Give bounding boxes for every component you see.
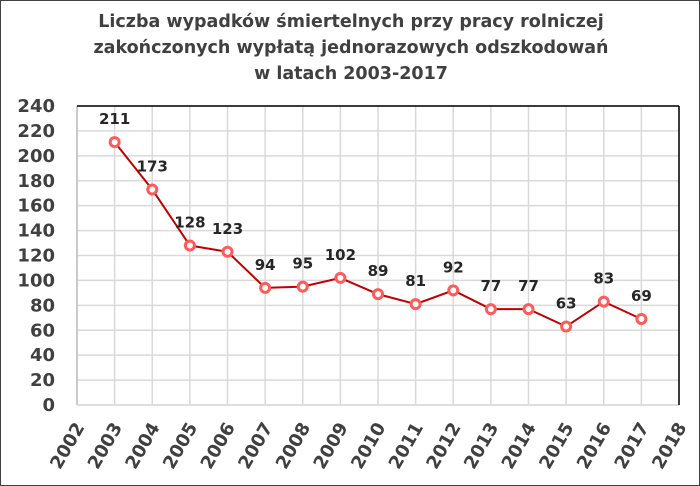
data-point-marker xyxy=(635,313,648,326)
data-label: 128 xyxy=(174,214,205,232)
data-point-marker xyxy=(484,303,497,316)
x-tick-label: 2002 xyxy=(46,419,89,473)
x-tick-label: 2009 xyxy=(309,419,352,473)
chart-title: Liczba wypadków śmiertelnych przy pracy … xyxy=(1,9,699,87)
y-tick-label: 80 xyxy=(30,295,55,316)
data-label: 92 xyxy=(443,258,464,276)
x-tick-label: 2007 xyxy=(234,419,277,473)
data-point-marker xyxy=(522,303,535,316)
x-tick-label: 2013 xyxy=(460,419,503,473)
x-tick-label: 2010 xyxy=(347,419,390,473)
x-tick-label: 2011 xyxy=(385,419,428,473)
x-tick-label: 2003 xyxy=(84,419,127,473)
data-label: 83 xyxy=(593,270,614,288)
data-point-marker xyxy=(221,245,234,258)
x-tick-label: 2008 xyxy=(272,419,315,473)
chart-title-line-2: zakończonych wypłatą jednorazowych odszk… xyxy=(93,38,609,58)
data-label: 94 xyxy=(255,256,276,274)
y-tick-label: 40 xyxy=(30,345,55,366)
x-tick-label: 2006 xyxy=(197,419,240,473)
y-tick-label: 220 xyxy=(17,121,55,142)
data-point-marker xyxy=(146,183,159,196)
data-label: 89 xyxy=(368,262,389,280)
y-tick-label: 120 xyxy=(17,246,55,267)
data-label: 63 xyxy=(556,295,577,313)
y-tick-label: 20 xyxy=(30,370,55,391)
data-label: 69 xyxy=(631,287,652,305)
y-tick-label: 180 xyxy=(17,171,55,192)
data-label: 123 xyxy=(212,220,243,238)
y-tick-label: 140 xyxy=(17,221,55,242)
x-tick-label: 2018 xyxy=(648,419,691,473)
data-point-marker xyxy=(108,136,121,149)
y-tick-label: 240 xyxy=(17,96,55,117)
y-tick-label: 60 xyxy=(30,320,55,341)
data-label: 211 xyxy=(99,110,130,128)
data-point-marker xyxy=(560,320,573,333)
x-tick-label: 2014 xyxy=(498,419,541,473)
data-point-marker xyxy=(183,239,196,252)
data-label: 102 xyxy=(325,246,356,264)
data-point-marker xyxy=(447,284,460,297)
data-label: 77 xyxy=(480,277,501,295)
data-point-marker xyxy=(334,271,347,284)
chart-title-line-1: Liczba wypadków śmiertelnych przy pracy … xyxy=(98,12,604,32)
x-tick-label: 2012 xyxy=(422,419,465,473)
y-tick-label: 160 xyxy=(17,196,55,217)
data-label: 95 xyxy=(292,255,313,273)
x-tick-label: 2016 xyxy=(573,419,616,473)
data-point-marker xyxy=(259,281,272,294)
data-point-marker xyxy=(409,298,422,311)
data-point-marker xyxy=(597,295,610,308)
y-tick-label: 100 xyxy=(17,270,55,291)
x-tick-label: 2015 xyxy=(535,419,578,473)
data-point-marker xyxy=(296,280,309,293)
x-tick-label: 2005 xyxy=(159,419,202,473)
y-tick-label: 200 xyxy=(17,146,55,167)
data-label: 77 xyxy=(518,277,539,295)
data-label: 173 xyxy=(137,157,168,175)
x-tick-label: 2004 xyxy=(121,419,164,473)
x-tick-label: 2017 xyxy=(610,419,653,473)
chart-title-line-3: w latach 2003-2017 xyxy=(254,64,448,84)
data-point-marker xyxy=(372,288,384,301)
y-tick-label: 0 xyxy=(42,395,55,416)
data-label: 81 xyxy=(405,272,426,290)
